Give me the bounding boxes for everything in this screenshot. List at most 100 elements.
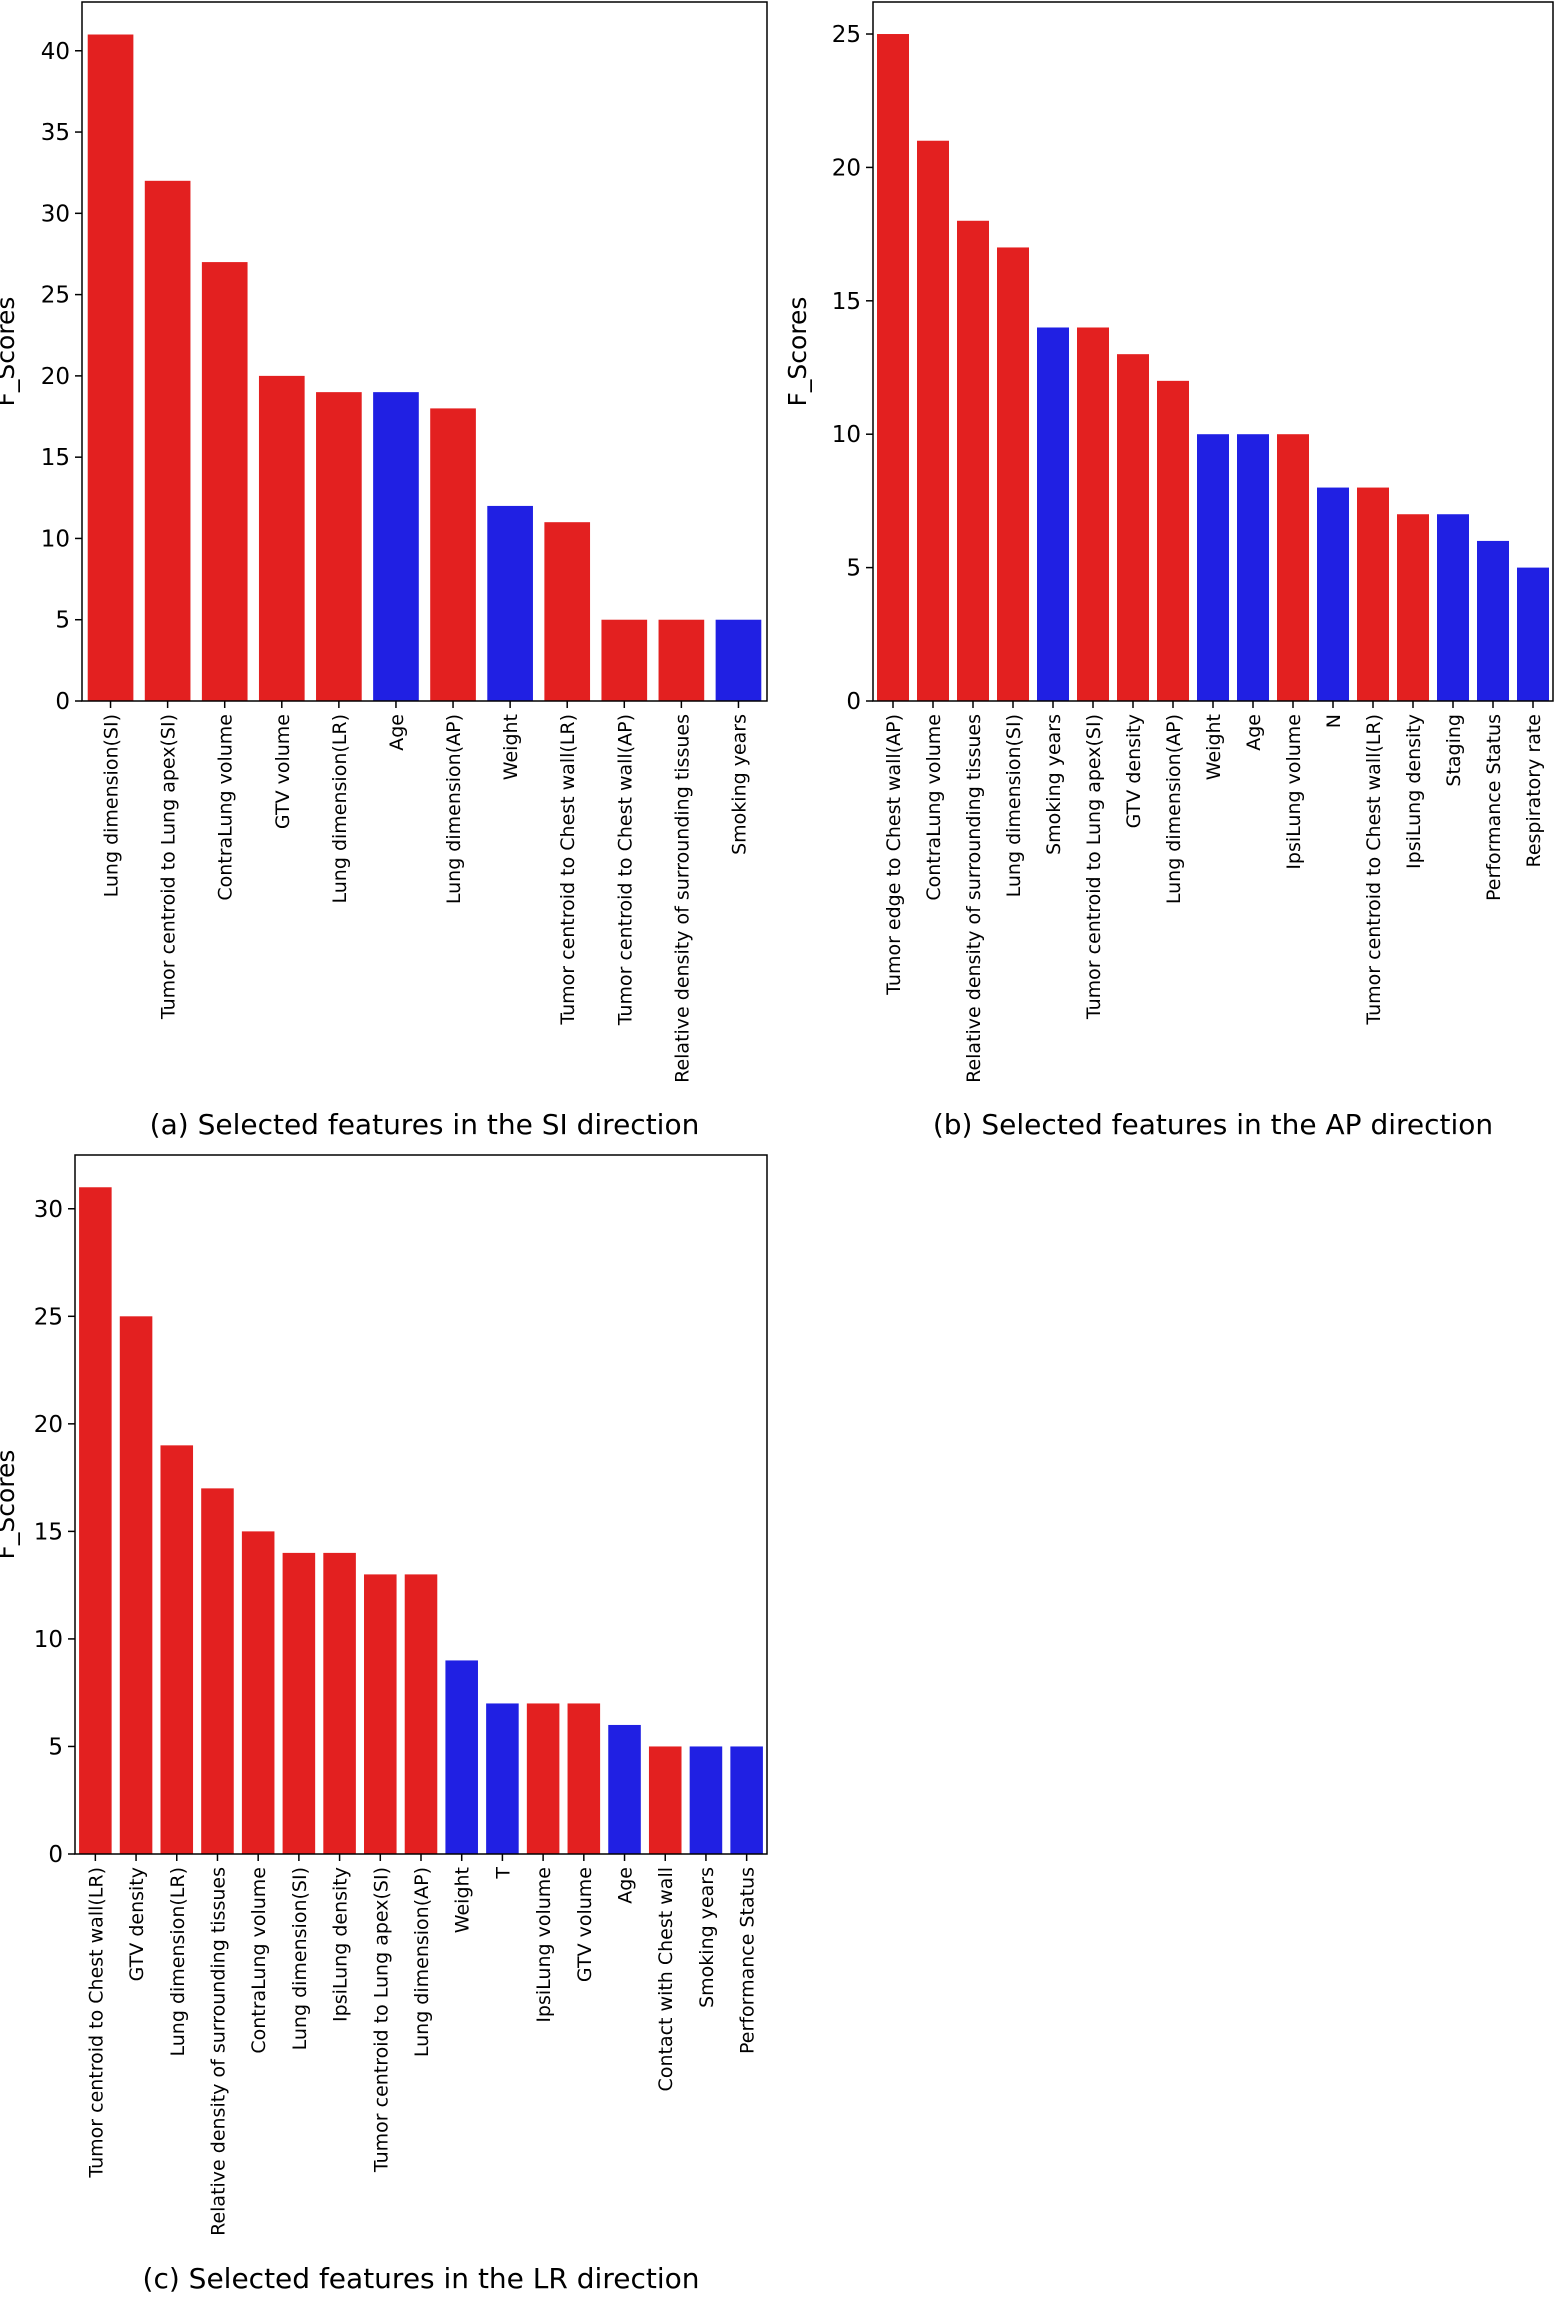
x-tick-label: Lung dimension(AP) (443, 714, 465, 904)
x-tick-label: Age (615, 1867, 637, 1904)
x-tick-label: Lung dimension(SI) (289, 1867, 311, 2050)
bar-16 (689, 1746, 723, 1854)
x-tick-label: Smoking years (728, 714, 750, 855)
x-tick-label: GTV volume (272, 714, 294, 829)
y-axis: 0 5 10 15 20 25 30 35 40 (41, 39, 82, 715)
x-tick-label: Lung dimension(LR) (329, 714, 351, 903)
x-tick-label: Respiratory rate (1523, 714, 1545, 868)
bar-6 (282, 1552, 316, 1854)
bar-9 (544, 522, 591, 701)
x-axis: Tumor centroid to Chest wall(LR) GTV dens… (85, 1854, 759, 2236)
bar-5 (241, 1531, 275, 1854)
x-tick-label: Tumor centroid to Lung apex(SI) (158, 714, 180, 1020)
bar-2 (119, 1316, 153, 1854)
bar-8 (487, 505, 533, 701)
bar-1 (877, 34, 909, 701)
y-tick-label: 5 (55, 608, 70, 634)
bar-2 (917, 140, 949, 702)
bar-13 (1357, 487, 1389, 701)
bar-4 (997, 247, 1029, 701)
bar-6 (373, 392, 419, 701)
bar-3 (957, 220, 989, 701)
y-tick-label: 40 (41, 39, 70, 65)
y-tick-label: 30 (34, 1197, 63, 1223)
chart-caption: (a) Selected features in the SI directio… (150, 1108, 700, 1141)
x-tick-label: Staging (1443, 714, 1465, 787)
bar-6 (1077, 327, 1109, 701)
x-tick-label: Lung dimension(SI) (101, 714, 123, 897)
x-tick-label: Smoking years (1043, 714, 1065, 855)
chart-panel-si: 0 5 10 15 20 25 30 35 40 Lung dimension(SI) Tumor … (0, 0, 790, 1150)
x-tick-label: Tumor centroid to Lung apex(SI) (370, 1867, 392, 2173)
x-tick-label: Performance Status (737, 1867, 759, 2054)
x-tick-label: Tumor centroid to Chest wall(AP) (614, 714, 636, 1026)
bar-9 (1197, 434, 1229, 701)
chart-lr: 0 5 10 15 20 25 30 Tumor centroid to Chest wall… (0, 1154, 768, 2295)
y-tick-label: 0 (48, 1842, 63, 1868)
y-tick-label: 35 (41, 120, 70, 146)
x-tick-label: ContraLung volume (215, 714, 237, 901)
bar-12 (1317, 487, 1349, 701)
y-tick-label: 0 (846, 689, 861, 715)
y-tick-label: 25 (41, 283, 70, 309)
chart-caption: (c) Selected features in the LR directio… (143, 2262, 700, 2295)
bar-9 (404, 1574, 438, 1854)
bar-3 (160, 1445, 194, 1854)
x-tick-label: Relative density of surrounding tissues (963, 714, 985, 1083)
bar-5 (1037, 327, 1069, 701)
x-tick-label: N (1323, 714, 1345, 728)
x-axis: Tumor edge to Chest wall(AP) ContraLung v… (883, 701, 1545, 1083)
y-axis-title: F_Scores (783, 297, 812, 407)
y-tick-label: 20 (832, 155, 861, 181)
y-tick-label: 15 (34, 1519, 63, 1545)
bar-10 (601, 619, 648, 701)
x-tick-label: ContraLung volume (923, 714, 945, 901)
bar-10 (1237, 434, 1269, 701)
y-tick-label: 0 (55, 689, 70, 715)
bar-12 (715, 619, 762, 701)
y-tick-label: 5 (846, 556, 861, 582)
y-tick-label: 20 (41, 364, 70, 390)
x-tick-label: ContraLung volume (248, 1867, 270, 2054)
y-tick-label: 15 (832, 289, 861, 315)
x-tick-label: IpsiLung volume (533, 1867, 555, 2023)
x-axis: Lung dimension(SI) Tumor centroid to Lung… (101, 701, 750, 1083)
x-tick-label: Lung dimension(AP) (411, 1867, 433, 2057)
chart-panel-ap: 0 5 10 15 20 25 Tumor edge to Chest wall(AP) Co… (783, 0, 1565, 1150)
y-tick-label: 20 (34, 1412, 63, 1438)
x-tick-label: Contact with Chest wall (655, 1867, 677, 2091)
bar-15 (648, 1746, 682, 1854)
bar-2 (144, 180, 191, 701)
bar-5 (316, 392, 362, 701)
x-tick-label: IpsiLung density (330, 1867, 352, 2022)
x-tick-label: Tumor centroid to Chest wall(LR) (85, 1867, 107, 2179)
bar-13 (567, 1703, 601, 1854)
bar-14 (1397, 514, 1429, 701)
bar-11 (658, 619, 705, 701)
x-tick-label: Smoking years (696, 1867, 718, 2008)
y-tick-label: 10 (832, 422, 861, 448)
bar-4 (258, 375, 305, 701)
y-tick-label: 10 (34, 1627, 63, 1653)
x-tick-label: GTV volume (574, 1867, 596, 1982)
x-tick-label: Performance Status (1483, 714, 1505, 901)
x-tick-label: Weight (1203, 714, 1225, 780)
bars (87, 34, 762, 701)
bar-17 (730, 1746, 763, 1854)
x-tick-label: Tumor centroid to Lung apex(SI) (1083, 714, 1105, 1020)
bar-10 (445, 1660, 478, 1854)
x-tick-label: Tumor centroid to Chest wall(LR) (1363, 714, 1385, 1026)
bar-4 (201, 1488, 234, 1854)
chart-caption: (b) Selected features in the AP directio… (933, 1108, 1493, 1141)
chart-ap: 0 5 10 15 20 25 Tumor edge to Chest wall(AP) Co… (783, 1, 1554, 1141)
x-tick-label: T (492, 1867, 514, 1880)
bar-7 (1117, 354, 1149, 701)
bar-15 (1437, 514, 1469, 701)
bar-7 (323, 1552, 356, 1854)
y-tick-label: 15 (41, 445, 70, 471)
bar-1 (87, 34, 134, 701)
x-tick-label: Lung dimension(LR) (167, 1867, 189, 2056)
chart-panel-lr: 0 5 10 15 20 25 30 Tumor centroid to Chest wall… (0, 1150, 790, 2301)
x-tick-label: Relative density of surrounding tissues (671, 714, 693, 1083)
y-axis-title: F_Scores (0, 297, 20, 407)
